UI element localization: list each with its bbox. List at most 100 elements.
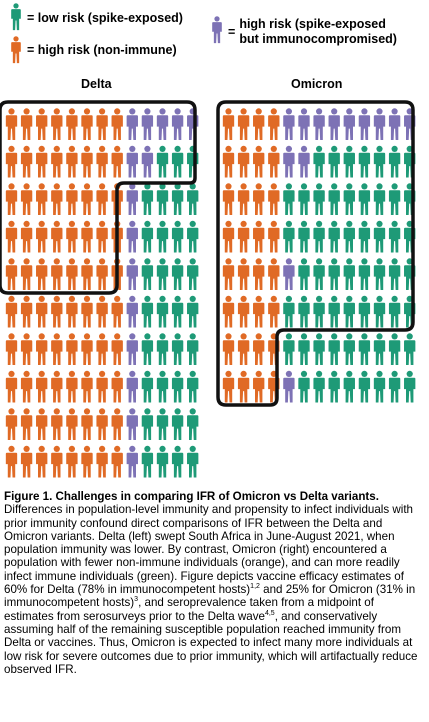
immunocompromised-person-icon — [373, 108, 386, 140]
high-risk-person-icon — [96, 445, 108, 478]
high-risk-person-icon — [20, 445, 33, 478]
high-risk-person-icon — [20, 145, 33, 178]
low-risk-person-icon — [156, 333, 169, 365]
high-risk-person-icon — [36, 370, 48, 403]
high-risk-person-icon — [96, 145, 108, 178]
high-risk-person-icon — [96, 220, 108, 253]
low-risk-person-icon — [171, 145, 184, 178]
high-risk-person-icon — [111, 333, 123, 365]
immunocompromised-person-icon — [358, 108, 371, 140]
low-risk-person-icon — [141, 258, 154, 290]
caption-ref-2: 3 — [134, 596, 139, 604]
high-risk-person-icon — [20, 108, 33, 140]
high-risk-person-icon — [36, 183, 48, 215]
high-risk-person-icon — [66, 408, 78, 440]
immunocompromised-person-icon — [343, 108, 355, 140]
immunocompromised-person-icon — [126, 145, 138, 178]
high-risk-person-icon — [111, 370, 123, 403]
legend-low-risk: = low risk (spike-exposed) — [27, 11, 183, 26]
low-risk-person-icon — [373, 333, 386, 365]
high-risk-person-icon — [222, 333, 235, 365]
low-risk-person-icon — [388, 295, 401, 328]
high-risk-person-icon — [81, 220, 93, 253]
low-risk-person-icon — [343, 333, 355, 365]
low-risk-person-icon — [187, 183, 199, 215]
high-risk-person-icon — [5, 220, 18, 253]
high-risk-person-icon — [51, 258, 63, 290]
high-risk-person-icon — [111, 145, 123, 178]
immunocompromised-person-icon — [156, 108, 169, 140]
immunocompromised-person-icon — [126, 408, 138, 440]
high-risk-person-icon — [253, 108, 265, 140]
high-risk-person-icon — [253, 370, 265, 403]
high-risk-person-icon — [222, 220, 235, 253]
high-risk-person-icon — [51, 145, 63, 178]
high-risk-person-icon — [5, 183, 18, 215]
immunocompromised-person-icon — [298, 108, 310, 140]
caption-title: Figure 1. Challenges in comparing IFR of… — [4, 490, 379, 503]
low-risk-person-icon — [328, 220, 340, 253]
high-risk-person-icon — [5, 145, 18, 178]
low-risk-person-icon — [171, 295, 184, 328]
legend-immunocompromised-label: high risk (spike-exposed but immunocompr… — [239, 17, 397, 47]
low-risk-person-icon — [298, 183, 310, 215]
immunocompromised-person-icon — [328, 108, 340, 140]
high-risk-person-icon — [51, 333, 63, 365]
immunocompromised-person-icon — [126, 333, 138, 365]
high-risk-person-icon — [81, 183, 93, 215]
high-risk-person-icon — [51, 295, 63, 328]
high-risk-person-icon — [237, 333, 250, 365]
low-risk-person-icon — [298, 220, 310, 253]
legend-immunocompromised-eq: = — [228, 25, 236, 39]
high-risk-person-icon — [253, 295, 265, 328]
legend-immunocompromised-line1: high risk (spike-exposed — [239, 17, 386, 31]
caption-text-2: and 25% for Omicron (31% in immunocompet… — [4, 583, 416, 610]
high-risk-person-icon — [20, 295, 33, 328]
high-risk-person-icon — [111, 408, 123, 440]
immunocompromised-person-icon — [283, 258, 295, 290]
low-risk-person-icon — [313, 295, 325, 328]
low-risk-person-icon — [156, 445, 169, 478]
low-risk-person-icon — [328, 258, 340, 290]
high-risk-person-icon — [268, 258, 280, 290]
low-risk-person-icon — [156, 183, 169, 215]
high-risk-person-icon — [20, 183, 33, 215]
low-risk-person-icon — [313, 145, 325, 178]
high-risk-person-icon — [20, 370, 33, 403]
low-risk-person-icon — [343, 145, 355, 178]
low-risk-person-icon — [343, 370, 355, 403]
low-risk-person-icon — [343, 295, 355, 328]
low-risk-person-icon — [373, 258, 386, 290]
low-risk-person-icon — [358, 258, 371, 290]
high-risk-person-icon — [111, 295, 123, 328]
caption-ref-1: 1,2 — [250, 583, 260, 591]
low-risk-person-icon — [358, 183, 371, 215]
low-risk-person-icon — [343, 258, 355, 290]
immunocompromised-person-icon — [126, 258, 138, 290]
high-risk-person-icon — [96, 295, 108, 328]
high-risk-person-icon — [268, 220, 280, 253]
high-risk-person-icon — [237, 220, 250, 253]
low-risk-person-icon — [373, 295, 386, 328]
immunocompromised-person-icon — [126, 108, 138, 140]
omicron-title: Omicron — [291, 77, 343, 91]
high-risk-person-icon — [66, 258, 78, 290]
low-risk-person-icon — [358, 370, 371, 403]
low-risk-person-icon — [141, 183, 154, 215]
immunocompromised-person-icon — [126, 295, 138, 328]
high-risk-person-icon — [253, 333, 265, 365]
low-risk-person-icon — [343, 220, 355, 253]
immunocompromised-person-icon — [141, 145, 154, 178]
low-risk-person-icon — [298, 333, 310, 365]
legend-high-risk-icon — [11, 36, 21, 64]
immunocompromised-person-icon — [126, 220, 138, 253]
high-risk-person-icon — [81, 333, 93, 365]
low-risk-person-icon — [156, 145, 169, 178]
high-risk-person-icon — [268, 108, 280, 140]
low-risk-person-icon — [388, 370, 401, 403]
delta-outline — [0, 100, 197, 295]
high-risk-person-icon — [36, 445, 48, 478]
high-risk-person-icon — [36, 333, 48, 365]
low-risk-person-icon — [187, 408, 199, 440]
low-risk-person-icon — [373, 145, 386, 178]
